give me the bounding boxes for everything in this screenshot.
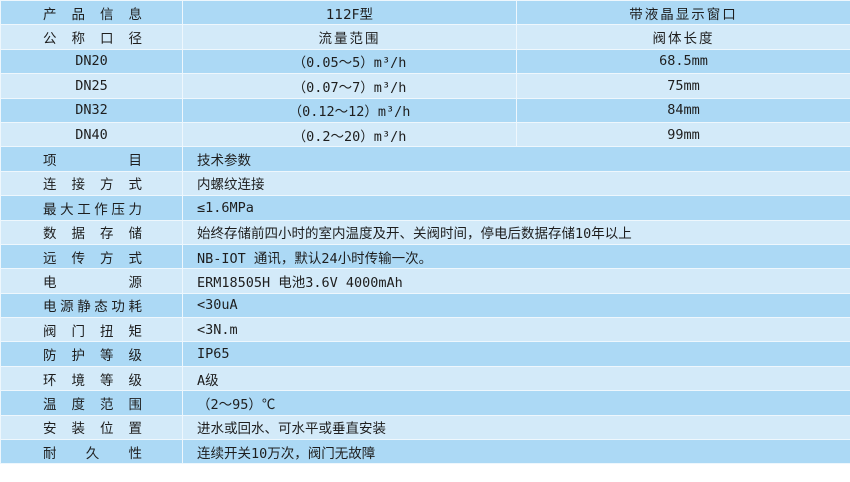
- spec-label: 电源: [0, 268, 183, 294]
- spec-label: 耐久性: [0, 439, 183, 465]
- spec-table: 产品信息 112F型 带液晶显示窗口 公称口径 流量范围 阀体长度 DN20 （0…: [0, 0, 850, 465]
- spec-label: 阀门扭矩: [0, 317, 183, 343]
- spec-label: 防护等级: [0, 341, 183, 367]
- spec-row: 最大工作压力 ≤1.6MPa: [0, 195, 850, 221]
- spec-row: 项目 技术参数: [0, 146, 850, 172]
- size-row: DN40 （0.2～20）m³/h 99mm: [0, 121, 850, 148]
- size-flow: （0.2～20）m³/h: [182, 121, 517, 148]
- spec-value: ≤1.6MPa: [182, 195, 850, 221]
- spec-value: IP65: [182, 341, 850, 367]
- spec-label: 温度范围: [0, 390, 183, 416]
- spec-value: 始终存储前四小时的室内温度及开、关阀时间，停电后数据存储10年以上: [182, 219, 850, 245]
- spec-value: 进水或回水、可水平或垂直安装: [182, 414, 850, 441]
- size-length: 75mm: [516, 73, 850, 99]
- size-dn: DN32: [0, 97, 183, 123]
- spec-value: 连续开关10万次，阀门无故障: [182, 439, 850, 465]
- spec-row: 耐久性 连续开关10万次，阀门无故障: [0, 439, 850, 465]
- size-dn: DN25: [0, 73, 183, 99]
- size-length: 68.5mm: [516, 48, 850, 75]
- size-header-flow: 流量范围: [182, 24, 517, 50]
- spec-label: 安装位置: [0, 414, 183, 441]
- spec-row: 防护等级 IP65: [0, 341, 850, 367]
- spec-row: 环境等级 A级: [0, 365, 850, 392]
- spec-row: 数据存储 始终存储前四小时的室内温度及开、关阀时间，停电后数据存储10年以上: [0, 219, 850, 245]
- size-row: DN25 （0.07～7）m³/h 75mm: [0, 73, 850, 99]
- header-model: 112F型: [182, 0, 517, 26]
- spec-row: 电源静态功耗 <30uA: [0, 292, 850, 319]
- size-row: DN32 （0.12～12）m³/h 84mm: [0, 97, 850, 123]
- header-label: 产品信息: [0, 0, 183, 26]
- spec-row: 阀门扭矩 <3N.m: [0, 317, 850, 343]
- size-flow: （0.12～12）m³/h: [182, 97, 517, 123]
- size-length: 99mm: [516, 121, 850, 148]
- header-row: 产品信息 112F型 带液晶显示窗口: [0, 0, 850, 26]
- size-header-length: 阀体长度: [516, 24, 850, 50]
- spec-row: 电源 ERM18505H 电池3.6V 4000mAh: [0, 268, 850, 294]
- spec-value: <30uA: [182, 292, 850, 319]
- spec-label: 远传方式: [0, 243, 183, 270]
- spec-value: 内螺纹连接: [182, 170, 850, 197]
- spec-row: 连接方式 内螺纹连接: [0, 170, 850, 197]
- size-length: 84mm: [516, 97, 850, 123]
- spec-value: 技术参数: [182, 146, 850, 172]
- size-dn: DN40: [0, 121, 183, 148]
- spec-label: 连接方式: [0, 170, 183, 197]
- size-header-row: 公称口径 流量范围 阀体长度: [0, 24, 850, 50]
- header-display: 带液晶显示窗口: [516, 0, 850, 26]
- spec-label: 电源静态功耗: [0, 292, 183, 319]
- spec-value: ERM18505H 电池3.6V 4000mAh: [182, 268, 850, 294]
- spec-value: NB-IOT 通讯，默认24小时传输一次。: [182, 243, 850, 270]
- spec-label: 数据存储: [0, 219, 183, 245]
- size-row: DN20 （0.05～5）m³/h 68.5mm: [0, 48, 850, 75]
- spec-row: 安装位置 进水或回水、可水平或垂直安装: [0, 414, 850, 441]
- spec-label: 最大工作压力: [0, 195, 183, 221]
- spec-row: 温度范围 （2～95）℃: [0, 390, 850, 416]
- size-dn: DN20: [0, 48, 183, 75]
- spec-value: <3N.m: [182, 317, 850, 343]
- size-flow: （0.07～7）m³/h: [182, 73, 517, 99]
- spec-row: 远传方式 NB-IOT 通讯，默认24小时传输一次。: [0, 243, 850, 270]
- spec-label: 项目: [0, 146, 183, 172]
- size-header-label: 公称口径: [0, 24, 183, 50]
- spec-label: 环境等级: [0, 365, 183, 392]
- spec-value: A级: [182, 365, 850, 392]
- spec-value: （2～95）℃: [182, 390, 850, 416]
- size-flow: （0.05～5）m³/h: [182, 48, 517, 75]
